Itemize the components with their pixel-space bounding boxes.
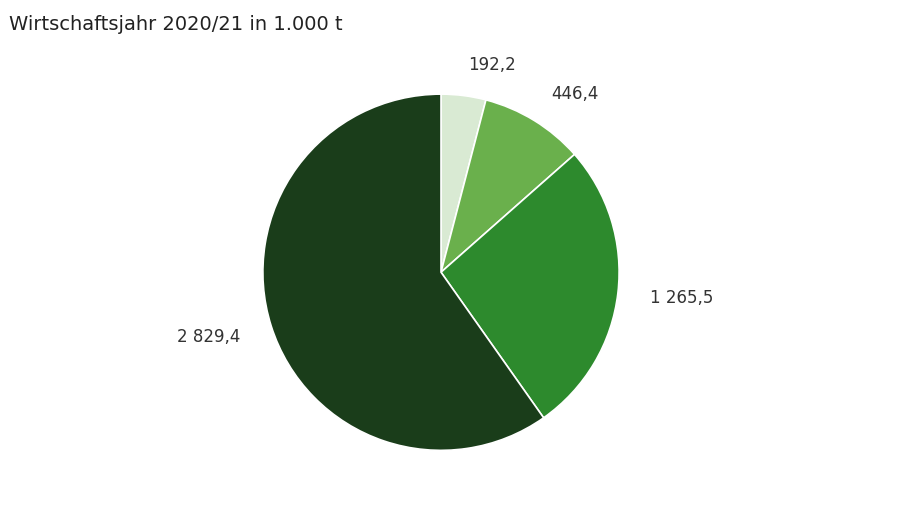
Text: Wirtschaftsjahr 2020/21 in 1.000 t: Wirtschaftsjahr 2020/21 in 1.000 t xyxy=(9,15,343,34)
Wedge shape xyxy=(441,155,619,418)
Wedge shape xyxy=(441,100,574,273)
Wedge shape xyxy=(263,95,544,450)
Text: 2 829,4: 2 829,4 xyxy=(177,327,240,345)
Wedge shape xyxy=(441,95,486,273)
Text: 446,4: 446,4 xyxy=(551,85,598,103)
Text: 192,2: 192,2 xyxy=(468,56,516,74)
Text: 1 265,5: 1 265,5 xyxy=(650,288,713,306)
